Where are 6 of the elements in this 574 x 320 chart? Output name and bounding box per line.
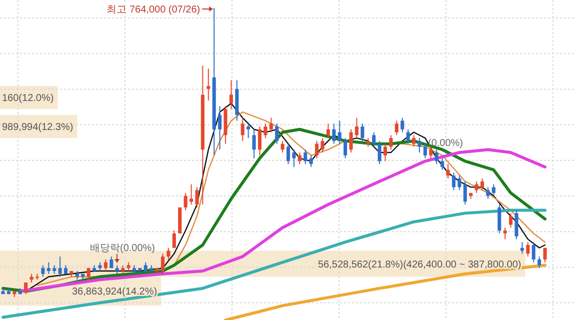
note-arrow: (0.00%) [428,138,464,149]
annotation: 배당락(0.00%) [90,243,156,254]
band-label: 160(12.0%) [2,93,54,104]
band-label: 989,994(12.3%) [2,122,74,133]
band-label: 36,863,924(14.2%) [72,286,158,298]
band-label: 56,528,562(21.8%)(426,400.00 ~ 387,800.00) [318,259,522,270]
